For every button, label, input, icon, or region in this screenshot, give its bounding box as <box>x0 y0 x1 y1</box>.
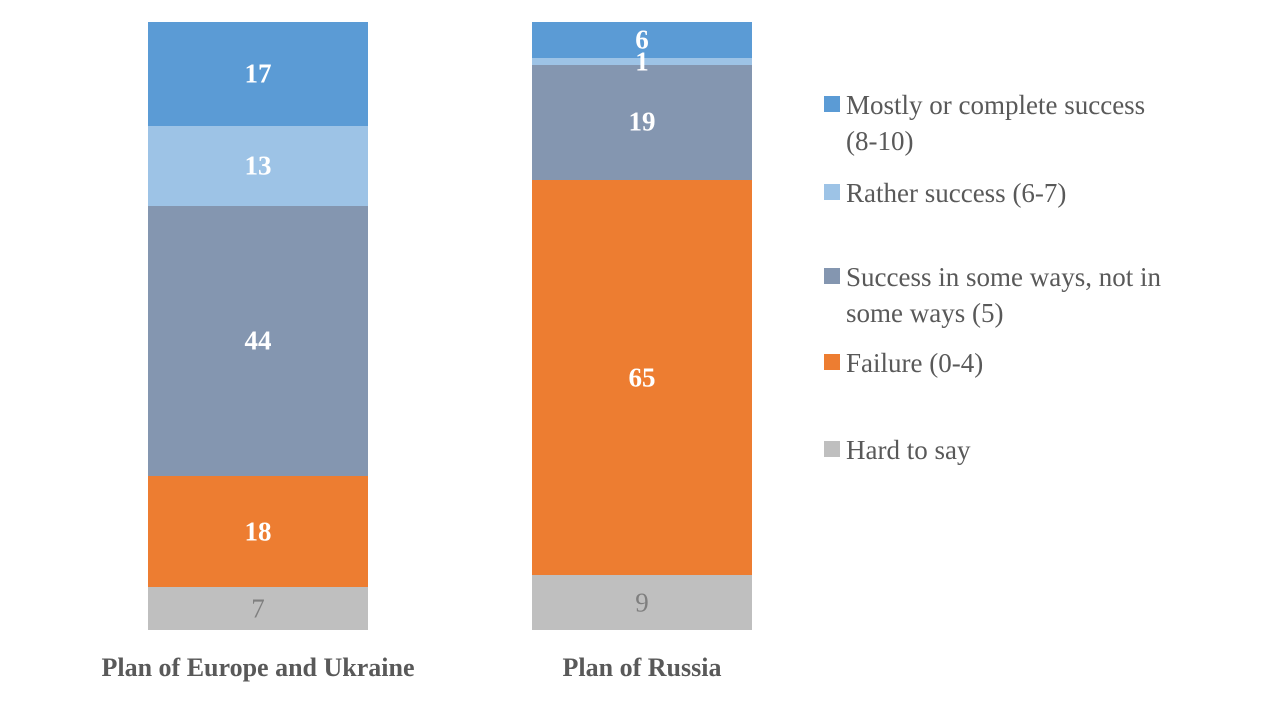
bar-segment <box>532 180 752 576</box>
legend-label: Hard to say <box>846 435 971 465</box>
data-label: 19 <box>628 106 656 137</box>
legend-swatch-icon <box>824 268 840 284</box>
category-label-plan-of-europe-and-ukraine: Plan of Europe and Ukraine <box>101 653 415 682</box>
data-label: 13 <box>244 150 272 181</box>
data-label: 7 <box>251 593 265 623</box>
legend-swatch-icon <box>824 441 840 457</box>
legend: Mostly or complete success (8-10) Rather … <box>824 0 1264 520</box>
bar-plan-of-europe-and-ukraine: 17 13 44 18 7 <box>148 22 368 630</box>
legend-label: Rather success (6-7) <box>846 178 1067 208</box>
legend-item: Failure (0-4) <box>824 346 1264 382</box>
bar-segment <box>532 58 752 65</box>
legend-item: Success in some ways, not in some ways (… <box>824 260 1264 332</box>
data-label: 1 <box>635 46 649 77</box>
data-label: 18 <box>244 516 272 547</box>
bar-segment <box>532 575 752 630</box>
bar-segment <box>148 126 368 207</box>
legend-label: Failure (0-4) <box>846 348 984 378</box>
category-label-plan-of-russia: Plan of Russia <box>562 653 722 682</box>
legend-label: Success in some ways, not in some ways (… <box>846 262 1161 328</box>
data-label: 44 <box>244 325 272 356</box>
legend-swatch-icon <box>824 96 840 112</box>
legend-item: Mostly or complete success (8-10) <box>824 88 1264 160</box>
data-label: 6 <box>635 24 649 55</box>
bar-segment <box>148 22 368 127</box>
legend-label: Mostly or complete success (8-10) <box>846 90 1146 156</box>
bar-segment <box>148 587 368 630</box>
bar-segment <box>148 206 368 477</box>
bar-plan-of-russia: 6 1 19 65 9 <box>532 22 752 630</box>
data-label: 17 <box>244 58 272 89</box>
legend-item: Hard to say <box>824 433 1264 469</box>
data-label: 9 <box>635 587 649 618</box>
bar-segment <box>532 64 752 181</box>
bar-segment <box>532 22 752 59</box>
legend-item: Rather success (6-7) <box>824 176 1264 212</box>
legend-swatch-icon <box>824 184 840 200</box>
data-label: 65 <box>628 362 656 393</box>
legend-swatch-icon <box>824 354 840 370</box>
bar-segment <box>148 476 368 587</box>
